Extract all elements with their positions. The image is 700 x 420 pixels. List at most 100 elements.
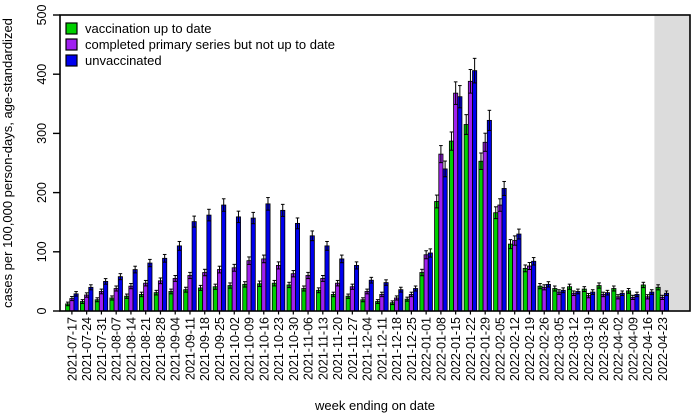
x-tick-label: 2021-07-17 <box>65 317 79 381</box>
bar <box>626 290 632 312</box>
bar <box>457 96 463 312</box>
x-tick-label: 2022-04-02 <box>612 317 626 381</box>
bar <box>294 222 300 312</box>
bar <box>507 243 513 312</box>
bar <box>335 282 341 312</box>
legend: vaccination up to date completed primary… <box>65 21 335 68</box>
bar-group <box>345 261 360 312</box>
x-tick-label: 2022-03-12 <box>567 317 581 381</box>
bar <box>305 275 311 312</box>
bar <box>567 286 573 312</box>
bar <box>324 245 330 312</box>
bar-group <box>448 81 463 312</box>
bar <box>575 291 581 312</box>
bar <box>463 124 469 312</box>
x-tick-label: 2021-09-25 <box>213 317 227 381</box>
x-tick-label: 2021-08-14 <box>124 317 138 381</box>
bar <box>162 257 168 312</box>
bar <box>354 265 360 312</box>
x-tick-label: 2021-10-09 <box>243 317 257 381</box>
bar <box>183 289 189 312</box>
bar <box>590 291 596 312</box>
x-tick-label: 2022-04-16 <box>641 317 655 381</box>
legend-swatch-completed-primary-series <box>65 38 78 51</box>
bar <box>383 282 389 312</box>
x-tick-label: 2022-02-19 <box>523 317 537 381</box>
bar-group <box>242 211 256 312</box>
bar <box>117 276 123 312</box>
bar <box>442 168 448 312</box>
bar <box>320 278 326 312</box>
x-tick-label: 2022-03-19 <box>582 317 596 381</box>
bar <box>655 286 661 312</box>
bar-group <box>271 203 286 312</box>
bar <box>413 288 419 312</box>
bar-group <box>507 228 522 312</box>
bar-group <box>493 180 507 312</box>
bar <box>556 291 562 312</box>
x-tick-label: 2022-03-05 <box>552 317 566 381</box>
bar-group <box>65 291 79 312</box>
bar-group <box>79 284 94 312</box>
bar <box>191 221 197 312</box>
y-tick-label: 500 <box>35 5 49 26</box>
bar-group <box>463 57 478 312</box>
bar-group <box>360 276 374 312</box>
bar <box>531 260 537 312</box>
legend-label-completed-primary-series: completed primary series but not up to d… <box>85 37 335 52</box>
x-tick-label: 2021-12-25 <box>405 317 419 381</box>
bar <box>168 291 174 312</box>
bar-group <box>640 281 655 312</box>
bar <box>640 284 646 312</box>
plot-frame <box>59 14 691 312</box>
bar <box>88 286 94 312</box>
legend-label-vaccination-up-to-date: vaccination up to date <box>85 21 211 36</box>
bar <box>448 140 454 312</box>
bar <box>257 283 263 312</box>
bar <box>349 286 355 312</box>
x-tick-label: 2022-02-26 <box>538 317 552 381</box>
legend-swatch-unvaccinated <box>65 54 78 67</box>
x-tick-label: 2022-01-08 <box>434 317 448 381</box>
bar <box>398 289 404 312</box>
bar <box>216 269 222 312</box>
bar <box>261 258 267 312</box>
bar <box>537 285 543 312</box>
x-tick-label: 2021-08-21 <box>139 317 153 381</box>
bar <box>438 153 444 312</box>
bar <box>526 265 532 312</box>
bar <box>280 209 286 312</box>
bar <box>552 288 558 312</box>
bar-group <box>404 285 419 312</box>
bar <box>235 216 241 312</box>
bar-group <box>478 109 492 312</box>
y-tick-label: 200 <box>35 182 49 203</box>
x-tick-label: 2022-04-23 <box>656 317 670 381</box>
x-tick-label: 2022-01-15 <box>449 317 463 381</box>
bar <box>227 285 233 312</box>
bar-group <box>567 283 581 312</box>
bar-group <box>316 240 330 312</box>
bar <box>147 262 153 312</box>
bar <box>611 288 617 312</box>
bar <box>482 141 488 312</box>
bar <box>516 233 522 312</box>
bar-group <box>286 217 300 312</box>
bar-group <box>389 286 404 312</box>
bar-group <box>168 240 182 312</box>
bar-group <box>434 145 448 312</box>
bar <box>545 283 551 312</box>
bar <box>113 288 119 312</box>
bar <box>242 283 248 312</box>
bar <box>497 204 503 312</box>
bar <box>206 214 212 312</box>
y-axis-title: cases per 100,000 person-days, age-stand… <box>0 18 15 308</box>
legend-label-unvaccinated: unvaccinated <box>85 53 162 68</box>
x-tick-label: 2021-10-16 <box>257 317 271 381</box>
bar <box>301 288 307 312</box>
bar <box>103 280 109 312</box>
highlight-band-latest-week <box>654 15 690 311</box>
bar <box>250 217 256 312</box>
x-tick-label: 2021-08-28 <box>154 317 168 381</box>
